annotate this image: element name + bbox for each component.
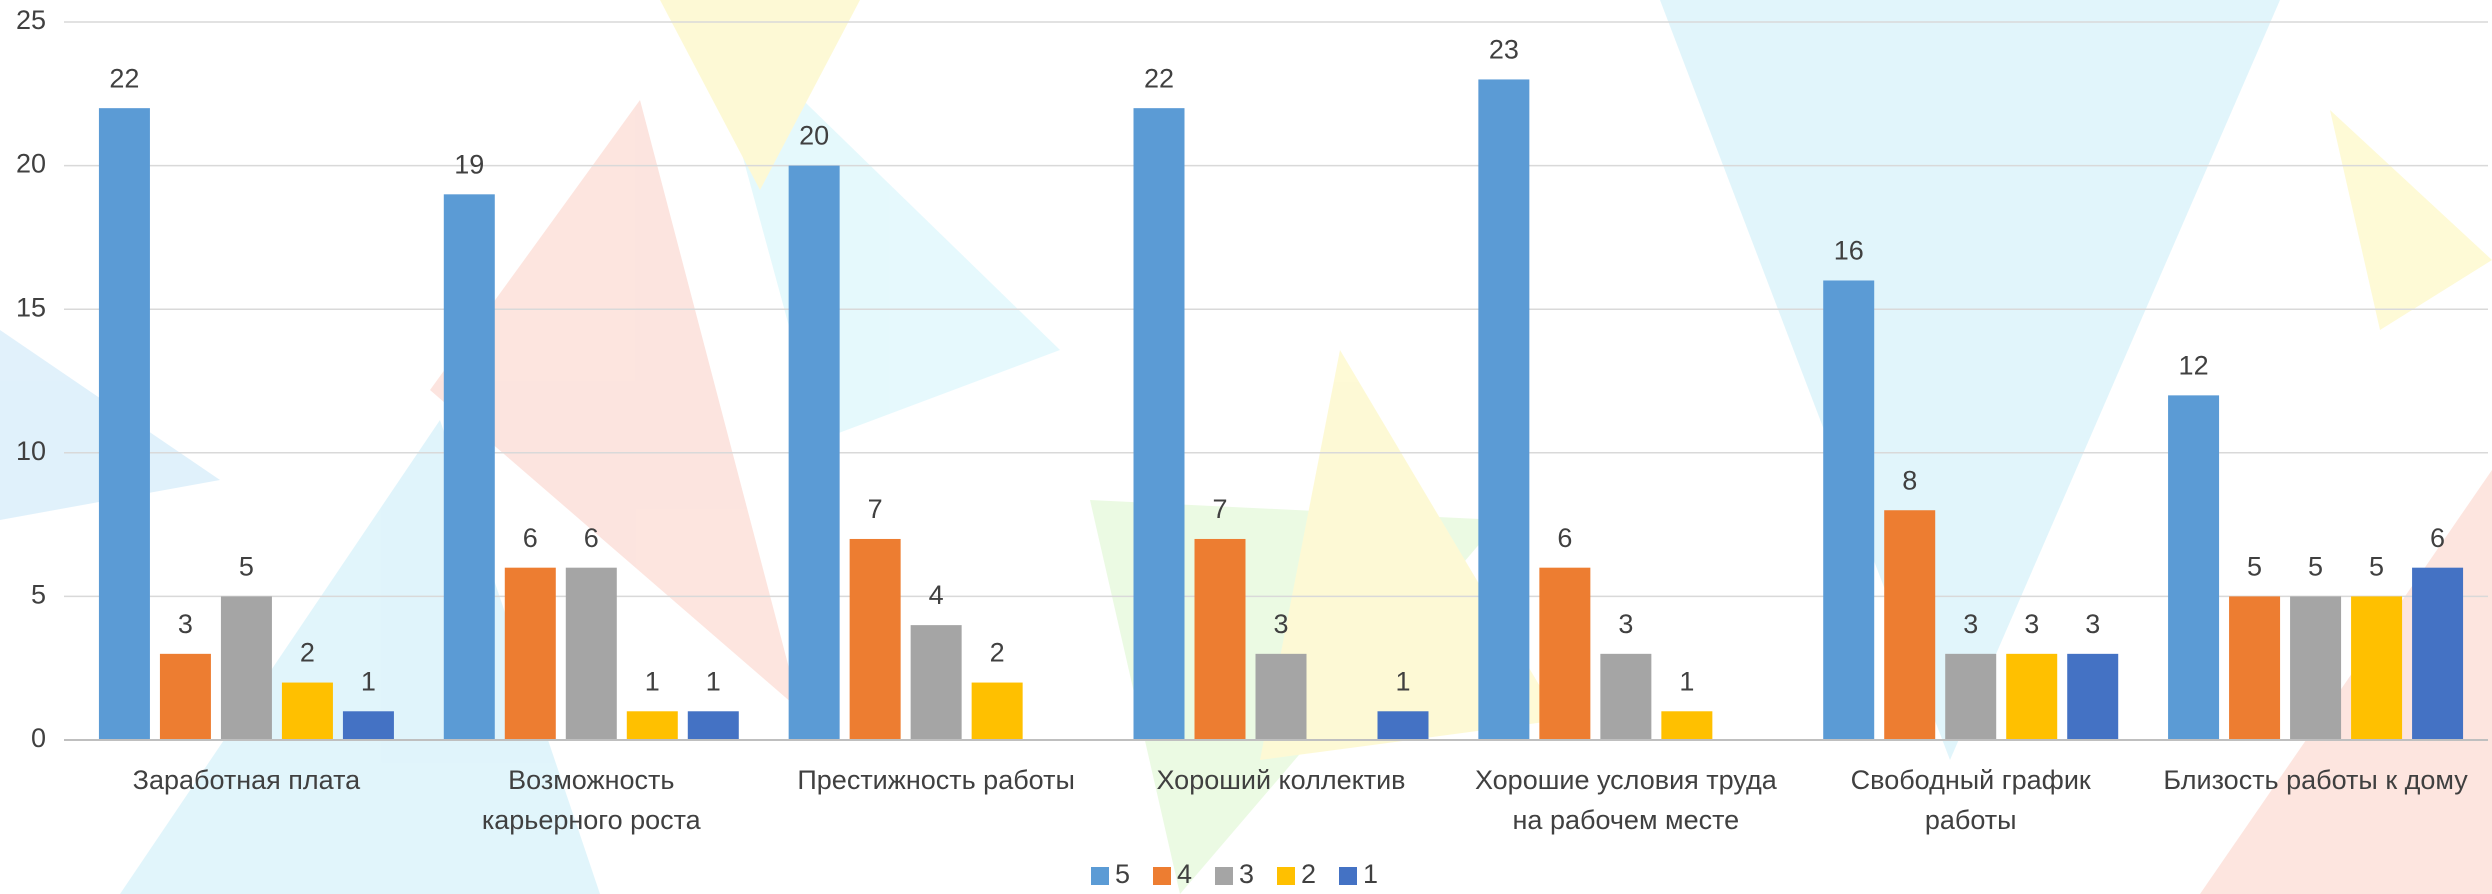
x-tick-label: Хороший коллектив bbox=[1156, 765, 1405, 795]
legend-swatch bbox=[1215, 867, 1233, 885]
bar bbox=[282, 683, 333, 740]
bar bbox=[221, 596, 272, 740]
x-tick-label: Престижность работы bbox=[797, 765, 1075, 795]
data-label: 5 bbox=[2369, 552, 2384, 582]
chart: 0510152025Заработная плата223521Возможно… bbox=[0, 0, 2492, 894]
legend-swatch bbox=[1153, 867, 1171, 885]
data-label: 1 bbox=[706, 666, 721, 696]
data-label: 5 bbox=[2247, 552, 2262, 582]
data-label: 12 bbox=[2179, 350, 2209, 380]
bar bbox=[1478, 79, 1529, 740]
y-tick-label: 10 bbox=[16, 436, 46, 466]
bar bbox=[2006, 654, 2057, 740]
bar bbox=[789, 166, 840, 740]
data-label: 6 bbox=[1557, 523, 1572, 553]
bar bbox=[2168, 395, 2219, 740]
bar bbox=[1884, 510, 1935, 740]
bar bbox=[1134, 108, 1185, 740]
bar bbox=[566, 568, 617, 740]
bar bbox=[444, 194, 495, 740]
y-tick-label: 5 bbox=[31, 580, 46, 610]
bar bbox=[1256, 654, 1307, 740]
legend-swatch bbox=[1339, 867, 1357, 885]
data-label: 6 bbox=[2430, 523, 2445, 553]
data-label: 7 bbox=[868, 494, 883, 524]
bar bbox=[2290, 596, 2341, 740]
bar bbox=[2067, 654, 2118, 740]
data-label: 6 bbox=[523, 523, 538, 553]
legend-swatch bbox=[1277, 867, 1295, 885]
legend-label: 1 bbox=[1363, 859, 1378, 889]
data-label: 1 bbox=[645, 666, 660, 696]
data-label: 19 bbox=[454, 149, 484, 179]
y-tick-label: 15 bbox=[16, 292, 46, 322]
legend-swatch bbox=[1091, 867, 1109, 885]
data-label: 1 bbox=[1395, 666, 1410, 696]
data-label: 7 bbox=[1212, 494, 1227, 524]
bar bbox=[2412, 568, 2463, 740]
data-label: 4 bbox=[929, 580, 944, 610]
bar bbox=[1600, 654, 1651, 740]
bar bbox=[2229, 596, 2280, 740]
bar bbox=[160, 654, 211, 740]
data-label: 20 bbox=[799, 121, 829, 151]
y-tick-label: 20 bbox=[16, 149, 46, 179]
legend-label: 5 bbox=[1115, 859, 1130, 889]
data-label: 1 bbox=[361, 666, 376, 696]
data-label: 23 bbox=[1489, 35, 1519, 65]
bar bbox=[2351, 596, 2402, 740]
bar bbox=[1378, 711, 1429, 740]
bar bbox=[1195, 539, 1246, 740]
data-label: 2 bbox=[990, 638, 1005, 668]
bar bbox=[1945, 654, 1996, 740]
x-tick-label: Близость работы к дому bbox=[2163, 765, 2468, 795]
legend-label: 4 bbox=[1177, 859, 1192, 889]
bar bbox=[850, 539, 901, 740]
data-label: 3 bbox=[2024, 609, 2039, 639]
bar bbox=[1539, 568, 1590, 740]
bar bbox=[627, 711, 678, 740]
bar bbox=[1823, 280, 1874, 740]
bar bbox=[972, 683, 1023, 740]
bar bbox=[911, 625, 962, 740]
bar bbox=[343, 711, 394, 740]
data-label: 2 bbox=[300, 638, 315, 668]
y-tick-label: 25 bbox=[16, 5, 46, 35]
legend-label: 2 bbox=[1301, 859, 1316, 889]
data-label: 22 bbox=[109, 63, 139, 93]
background-decor bbox=[0, 0, 2492, 894]
data-label: 5 bbox=[2308, 552, 2323, 582]
data-label: 22 bbox=[1144, 63, 1174, 93]
legend-label: 3 bbox=[1239, 859, 1254, 889]
bar bbox=[688, 711, 739, 740]
data-label: 16 bbox=[1834, 236, 1864, 266]
bar bbox=[99, 108, 150, 740]
y-tick-label: 0 bbox=[31, 723, 46, 753]
data-label: 1 bbox=[1679, 666, 1694, 696]
data-label: 5 bbox=[239, 552, 254, 582]
data-label: 3 bbox=[1963, 609, 1978, 639]
bar bbox=[1661, 711, 1712, 740]
data-label: 8 bbox=[1902, 465, 1917, 495]
x-tick-label: Заработная плата bbox=[133, 765, 362, 795]
data-label: 3 bbox=[1618, 609, 1633, 639]
data-label: 3 bbox=[1273, 609, 1288, 639]
data-label: 3 bbox=[178, 609, 193, 639]
bar bbox=[505, 568, 556, 740]
data-label: 6 bbox=[584, 523, 599, 553]
data-label: 3 bbox=[2085, 609, 2100, 639]
